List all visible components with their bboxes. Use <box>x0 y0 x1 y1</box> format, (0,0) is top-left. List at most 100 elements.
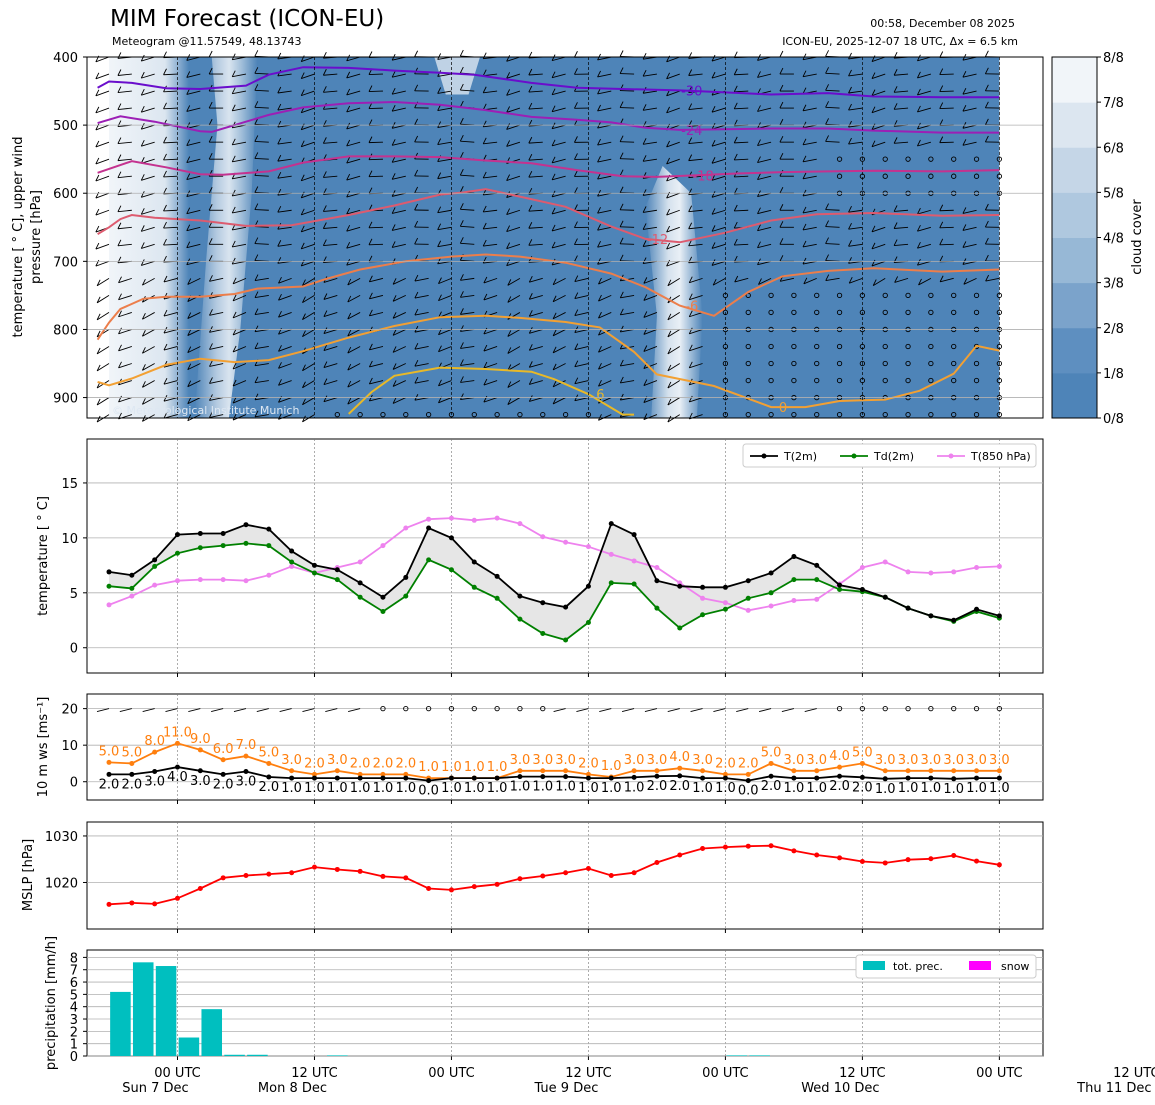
wind-barb-feather <box>871 72 876 79</box>
wind-barb-shaft <box>460 277 475 281</box>
data-point-t850 <box>905 569 911 575</box>
wind-barb-feather <box>507 381 512 388</box>
wind-barb-feather <box>962 207 967 214</box>
wind-barb-shaft <box>232 141 247 146</box>
wind-barb-shaft <box>369 380 384 385</box>
data-point-td2m <box>563 637 569 643</box>
wind-barb-feather <box>642 206 647 213</box>
data-point-td2m <box>243 540 249 546</box>
wind-barb-shaft <box>894 107 909 110</box>
wind-barb-shaft <box>254 380 269 384</box>
wind-barb-feather <box>278 345 282 352</box>
data-label-gust: 3.0 <box>989 753 1010 768</box>
data-point-gust <box>882 768 888 774</box>
data-label-mean-wind: 1.0 <box>578 781 599 796</box>
wind-barb-shaft <box>209 346 224 350</box>
wind-barb-feather <box>506 242 511 249</box>
data-label-mean-wind: 1.0 <box>555 780 576 795</box>
wind-barb-feather <box>232 311 237 319</box>
wind-barb-shaft <box>688 107 703 110</box>
data-point-t850 <box>700 595 706 601</box>
calm-wind-circle <box>425 411 432 418</box>
wind-barb-feather <box>460 376 464 383</box>
wind-barb-shaft <box>506 124 521 130</box>
wind-barb-shaft <box>688 73 703 76</box>
calm-wind-circle <box>905 411 911 418</box>
data-point-mslp <box>266 871 272 877</box>
data-point-t2m <box>403 574 409 580</box>
wind-barb-shaft <box>278 329 292 335</box>
data-point-t850 <box>768 603 774 609</box>
wind-barb-feather <box>551 224 556 232</box>
wind-barb-shaft <box>734 175 749 178</box>
wind-barb-feather <box>140 242 145 249</box>
wind-barb-shaft <box>232 90 247 95</box>
wind-barb-shaft <box>414 294 429 299</box>
data-point-mean-wind <box>951 776 957 782</box>
wind-barb-shaft <box>529 363 543 368</box>
wind-barb-shaft <box>142 363 155 371</box>
wind-barb-shaft <box>598 414 612 421</box>
wind-ytick-label: 20 <box>61 703 78 718</box>
wind-barb-feather <box>939 221 944 228</box>
wind-barb-feather <box>597 241 601 248</box>
wind-barb-feather <box>208 101 213 109</box>
wind-barb-feather <box>187 397 192 404</box>
data-point-mean-wind <box>700 775 706 781</box>
calm-wind-circle <box>814 309 820 316</box>
calm-wind-circle <box>973 309 980 316</box>
calm-wind-circle <box>836 377 843 384</box>
wind-barb-shaft <box>163 277 178 283</box>
wind-barb-feather <box>733 85 738 92</box>
wind-barb-shaft <box>506 56 521 62</box>
wind-barb-feather <box>483 378 488 386</box>
data-point-mean-wind <box>197 768 203 774</box>
wind-barb-feather <box>140 174 145 181</box>
precip-bar <box>327 1055 348 1056</box>
data-label-mean-wind: 1.0 <box>715 781 736 796</box>
wind-barb-feather <box>688 344 693 352</box>
data-point-t2m <box>357 580 363 586</box>
chart-title: MIM Forecast (ICON-EU) <box>110 6 385 32</box>
wind-barb-shaft <box>346 107 361 113</box>
data-point-mslp <box>928 856 934 862</box>
wind-barb-feather <box>552 278 557 285</box>
wind-barb-feather <box>163 309 168 317</box>
data-label-gust: 2.0 <box>578 756 599 771</box>
wind-barb-feather <box>277 154 282 162</box>
wind-barb-feather <box>688 137 693 144</box>
wind-barb-feather <box>984 203 989 211</box>
wind-barb-shaft <box>643 346 658 352</box>
data-point-t850 <box>494 515 500 521</box>
data-label-gust: 2.0 <box>350 756 371 771</box>
wind-barb-feather <box>117 256 122 264</box>
wind-barb-feather <box>688 103 693 110</box>
wind-barb-shaft <box>848 209 863 213</box>
wind-barb-feather <box>118 395 122 403</box>
calm-wind-circle <box>882 343 888 350</box>
colorbar-tick-label: 5/8 <box>1103 186 1124 201</box>
isotherm--24 <box>97 100 1000 134</box>
calm-wind-circle <box>928 156 934 162</box>
wind-barb-feather <box>368 309 373 317</box>
legend-label: Td(2m) <box>873 450 914 463</box>
wind-barb-shaft <box>825 140 840 143</box>
wind-barb-shaft <box>186 192 201 198</box>
data-point-td2m <box>677 625 683 631</box>
wind-barb-feather <box>254 291 259 298</box>
wind-barb-shaft <box>506 226 521 233</box>
wind-barb-feather <box>642 257 647 264</box>
calm-wind-circle <box>540 705 546 712</box>
data-label-gust: 7.0 <box>236 738 257 753</box>
upper-air-frame <box>86 56 1044 419</box>
data-label-gust: 3.0 <box>624 753 645 768</box>
wind-barb-shaft <box>187 312 201 319</box>
wind-barb-feather <box>117 103 122 110</box>
surface-wind-barb <box>736 708 749 713</box>
wind-barb-shaft <box>529 277 543 283</box>
data-point-mslp <box>426 886 432 892</box>
wind-barb-shaft <box>552 312 566 320</box>
data-point-td2m <box>494 595 500 601</box>
wind-barb-feather <box>528 222 533 229</box>
wind-barb-shaft <box>163 209 178 212</box>
